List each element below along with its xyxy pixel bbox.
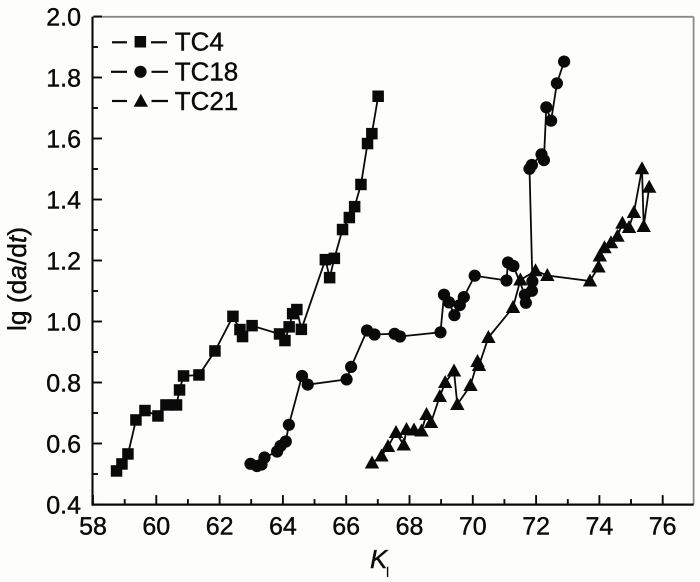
- svg-text:TC4: TC4: [175, 27, 224, 57]
- svg-text:1.6: 1.6: [46, 125, 81, 153]
- svg-text:74: 74: [585, 513, 613, 541]
- svg-text:K: K: [370, 544, 389, 574]
- svg-text:1.0: 1.0: [46, 308, 81, 336]
- svg-text:2.0: 2.0: [46, 3, 81, 31]
- svg-text:0.4: 0.4: [46, 491, 81, 519]
- svg-text:60: 60: [142, 513, 170, 541]
- svg-text:I: I: [386, 564, 390, 581]
- svg-text:64: 64: [269, 513, 297, 541]
- svg-text:1.4: 1.4: [46, 186, 81, 214]
- svg-text:66: 66: [332, 513, 360, 541]
- svg-text:TC21: TC21: [175, 86, 239, 116]
- svg-text:68: 68: [396, 513, 424, 541]
- svg-text:1.2: 1.2: [46, 247, 81, 275]
- svg-text:lg (da/dt): lg (da/dt): [2, 227, 32, 331]
- svg-text:62: 62: [206, 513, 234, 541]
- svg-text:70: 70: [459, 513, 487, 541]
- svg-text:0.6: 0.6: [46, 430, 81, 458]
- svg-text:58: 58: [79, 513, 107, 541]
- svg-text:0.8: 0.8: [46, 369, 81, 397]
- svg-text:72: 72: [522, 513, 550, 541]
- svg-text:TC18: TC18: [175, 57, 239, 87]
- svg-text:76: 76: [649, 513, 677, 541]
- svg-text:1.8: 1.8: [46, 64, 81, 92]
